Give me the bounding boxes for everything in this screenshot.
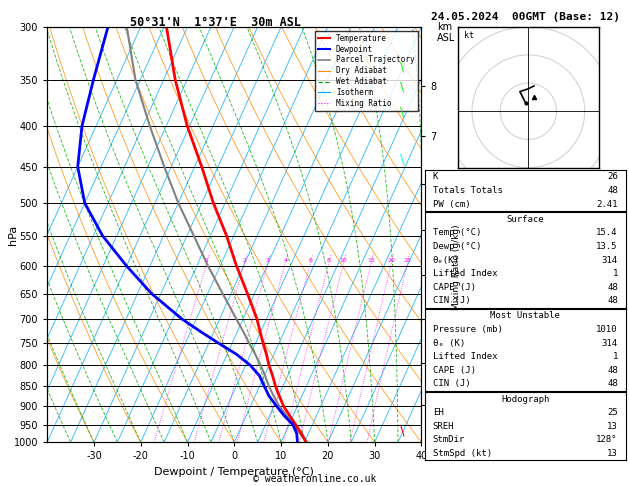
Text: 13: 13	[607, 449, 618, 458]
Text: Surface: Surface	[506, 215, 544, 224]
Text: θₑ(K): θₑ(K)	[433, 256, 460, 264]
Text: 13.5: 13.5	[596, 242, 618, 251]
Text: hPa: hPa	[9, 225, 18, 244]
Text: Lifted Index: Lifted Index	[433, 269, 497, 278]
Text: K: K	[433, 173, 438, 181]
Text: 6: 6	[308, 258, 312, 263]
Text: 50°31'N  1°37'E  30m ASL: 50°31'N 1°37'E 30m ASL	[130, 16, 301, 29]
Text: 15.4: 15.4	[596, 228, 618, 237]
Text: LCL: LCL	[477, 431, 494, 440]
Text: \: \	[401, 80, 404, 93]
Text: 48: 48	[607, 186, 618, 195]
Text: 10: 10	[340, 258, 347, 263]
Text: 1: 1	[613, 269, 618, 278]
Legend: Temperature, Dewpoint, Parcel Trajectory, Dry Adiabat, Wet Adiabat, Isotherm, Mi: Temperature, Dewpoint, Parcel Trajectory…	[315, 31, 418, 111]
Text: 13: 13	[607, 422, 618, 431]
Text: 1: 1	[205, 258, 209, 263]
Text: 314: 314	[602, 339, 618, 347]
Text: Totals Totals: Totals Totals	[433, 186, 503, 195]
Text: 25: 25	[403, 258, 411, 263]
Text: 48: 48	[607, 296, 618, 305]
Text: 1010: 1010	[596, 325, 618, 334]
Text: 20: 20	[387, 258, 395, 263]
Text: 26: 26	[607, 173, 618, 181]
Text: 128°: 128°	[596, 435, 618, 444]
Text: SREH: SREH	[433, 422, 454, 431]
X-axis label: Dewpoint / Temperature (°C): Dewpoint / Temperature (°C)	[154, 467, 314, 477]
Text: StmDir: StmDir	[433, 435, 465, 444]
Text: 48: 48	[607, 366, 618, 375]
Text: 3: 3	[266, 258, 270, 263]
Text: © weatheronline.co.uk: © weatheronline.co.uk	[253, 473, 376, 484]
Text: 48: 48	[607, 283, 618, 292]
Text: Most Unstable: Most Unstable	[490, 312, 560, 320]
Text: Hodograph: Hodograph	[501, 395, 549, 403]
Text: 314: 314	[602, 256, 618, 264]
Text: \: \	[401, 106, 404, 119]
Text: 48: 48	[607, 380, 618, 388]
Text: CIN (J): CIN (J)	[433, 380, 470, 388]
Text: 4: 4	[283, 258, 287, 263]
Text: StmSpd (kt): StmSpd (kt)	[433, 449, 492, 458]
Text: CAPE (J): CAPE (J)	[433, 366, 476, 375]
Text: Temp (°C): Temp (°C)	[433, 228, 481, 237]
Text: \: \	[401, 60, 404, 73]
Text: 2.41: 2.41	[596, 200, 618, 208]
Text: PW (cm): PW (cm)	[433, 200, 470, 208]
Text: EH: EH	[433, 408, 443, 417]
Text: θₑ (K): θₑ (K)	[433, 339, 465, 347]
Text: Lifted Index: Lifted Index	[433, 352, 497, 361]
Text: 24.05.2024  00GMT (Base: 12): 24.05.2024 00GMT (Base: 12)	[431, 12, 620, 22]
Text: Pressure (mb): Pressure (mb)	[433, 325, 503, 334]
Text: 2: 2	[243, 258, 247, 263]
Text: CAPE (J): CAPE (J)	[433, 283, 476, 292]
Text: \: \	[400, 153, 405, 167]
Text: \: \	[400, 424, 405, 438]
Text: km
ASL: km ASL	[437, 22, 455, 43]
Text: 1: 1	[613, 352, 618, 361]
Text: Dewp (°C): Dewp (°C)	[433, 242, 481, 251]
Text: 25: 25	[607, 408, 618, 417]
Text: Mixing Ratio (g/kg): Mixing Ratio (g/kg)	[452, 225, 460, 310]
Text: 8: 8	[327, 258, 331, 263]
Text: kt: kt	[464, 31, 474, 40]
Text: CIN (J): CIN (J)	[433, 296, 470, 305]
Text: 15: 15	[367, 258, 375, 263]
